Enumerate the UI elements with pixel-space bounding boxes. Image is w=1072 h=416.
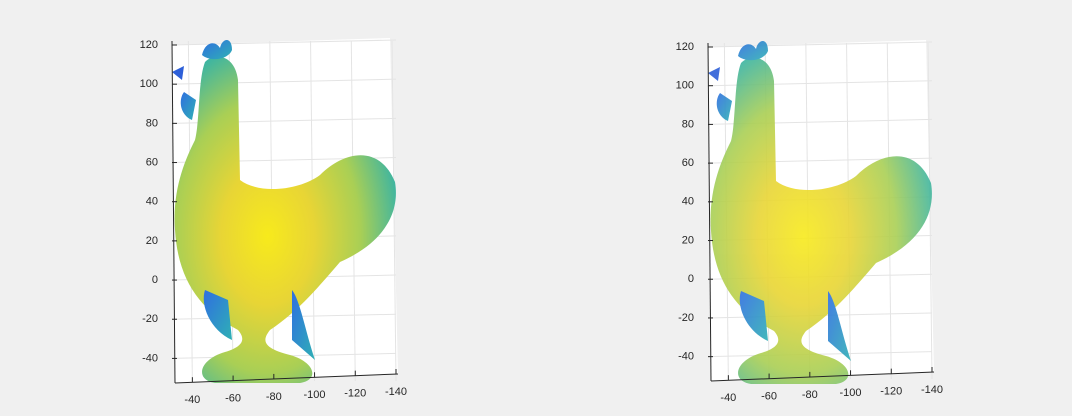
y-tick-label: 20 xyxy=(682,234,694,246)
y-tick-label: 0 xyxy=(688,273,694,285)
x-tick-label: -80 xyxy=(802,389,818,401)
y-tick-label: -20 xyxy=(142,313,158,325)
x-tick-label: -80 xyxy=(266,391,282,403)
y-tick-label: -20 xyxy=(678,312,694,324)
x-tick-label: -60 xyxy=(225,392,241,404)
y-tick-label: 0 xyxy=(152,274,158,286)
y-tick-label: 20 xyxy=(146,235,158,247)
x-tick-label: -140 xyxy=(385,386,407,398)
x-tick-label: -120 xyxy=(880,386,902,398)
y-tick-label: -40 xyxy=(678,351,694,363)
y-tick-label: 100 xyxy=(140,78,158,90)
x-tick-label: -40 xyxy=(184,394,200,406)
x-tick-label: -120 xyxy=(344,388,366,400)
y-tick-label: 120 xyxy=(140,39,158,51)
grid-line xyxy=(391,40,397,382)
grid-line xyxy=(927,42,933,380)
y-tick-label: 80 xyxy=(682,118,694,130)
x-tick-label: -140 xyxy=(921,384,943,396)
y-axis xyxy=(707,42,712,382)
y-tick-label: 40 xyxy=(682,196,694,208)
y-tick-label: -40 xyxy=(142,352,158,364)
x-tick-label: -100 xyxy=(304,389,326,401)
y-tick-label: 100 xyxy=(676,80,694,92)
x-axis xyxy=(174,373,399,384)
y-tick-label: 120 xyxy=(676,41,694,53)
y-tick-label: 60 xyxy=(682,157,694,169)
y-tick-label: 60 xyxy=(146,156,158,168)
y-tick-label: 40 xyxy=(146,196,158,208)
axes: -40 -20 0 20 40 60 80 100 120 -40 -60 -80 -100 -120 -1… xyxy=(676,40,943,404)
y-axis xyxy=(171,40,176,384)
axes-layer: -40 -20 0 20 40 60 80 100 120 -40 -60 -80 -100 -120 -1… xyxy=(140,38,943,406)
x-tick-label: -40 xyxy=(720,392,736,404)
x-axis xyxy=(710,371,935,382)
grid-line xyxy=(707,351,933,358)
x-tick-label: -100 xyxy=(840,387,862,399)
x-tick-label: -60 xyxy=(761,390,777,402)
axes: -40 -20 0 20 40 60 80 100 120 -40 -60 -80 -100 -120 -1… xyxy=(140,38,407,406)
y-tick-label: 80 xyxy=(146,117,158,129)
